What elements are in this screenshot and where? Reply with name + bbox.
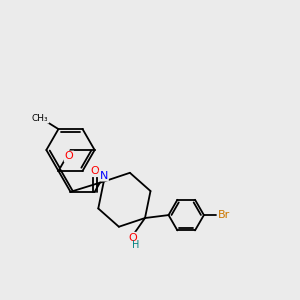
Text: H: H bbox=[132, 239, 139, 250]
Text: O: O bbox=[129, 233, 138, 243]
Text: N: N bbox=[100, 171, 108, 181]
Text: O: O bbox=[90, 166, 99, 176]
Text: CH₃: CH₃ bbox=[32, 114, 49, 123]
Text: Br: Br bbox=[218, 210, 230, 220]
Text: O: O bbox=[65, 152, 74, 161]
